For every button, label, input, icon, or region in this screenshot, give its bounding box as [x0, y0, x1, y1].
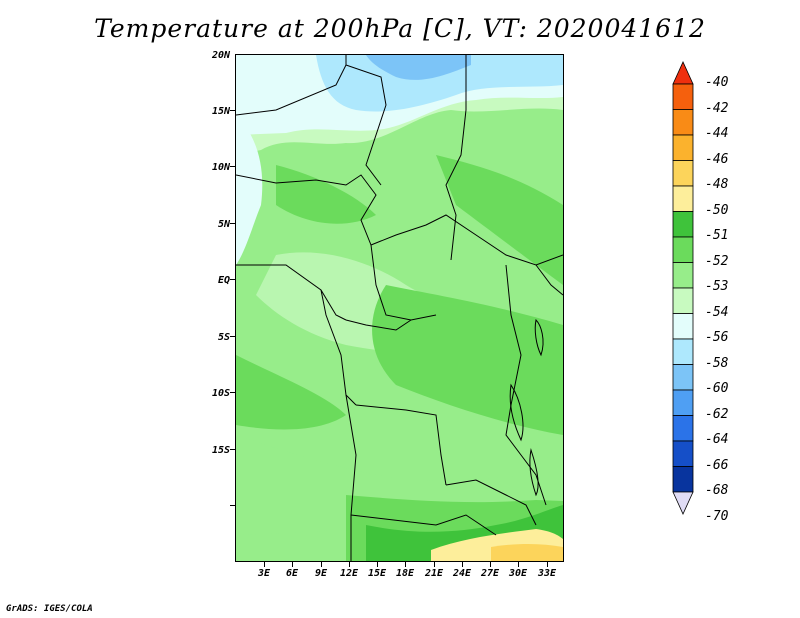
lat-tick	[230, 223, 235, 224]
colorbar-swatch	[672, 440, 694, 467]
contour-54-west	[236, 115, 263, 265]
lat-label-5n: 5N	[217, 219, 230, 230]
colorbar-label: -70	[705, 508, 729, 524]
colorbar-swatch	[672, 466, 694, 493]
colorbar-swatch	[672, 134, 694, 161]
colorbar-swatch	[672, 287, 694, 314]
colorbar-swatches	[672, 61, 694, 515]
colorbar-label: -44	[705, 126, 729, 141]
colorbar-swatch	[672, 262, 694, 289]
colorbar-swatch	[672, 338, 694, 365]
lat-label-10s: 10S	[211, 388, 230, 399]
contour-48-south	[491, 544, 563, 561]
lat-tick	[230, 279, 235, 280]
lon-label-33e: 33E	[537, 568, 557, 579]
colorbar-label: -60	[705, 381, 729, 396]
lon-tick	[405, 562, 406, 567]
lon-label-9e: 9E	[314, 568, 328, 579]
colorbar-label: -50	[705, 202, 729, 218]
colorbar-label: -56	[705, 330, 729, 345]
colorbar-swatch	[672, 236, 694, 263]
lat-tick	[230, 505, 235, 506]
colorbar-swatch	[672, 364, 694, 391]
colorbar-label: -51	[705, 228, 729, 243]
lon-label-15e: 15E	[367, 568, 387, 579]
lon-tick	[349, 562, 350, 567]
contour-52-east	[372, 285, 563, 435]
lat-label-20n: 20N	[211, 50, 230, 61]
lon-tick	[434, 562, 435, 567]
lat-label-5s: 5S	[217, 332, 230, 343]
lon-label-18e: 18E	[395, 568, 415, 579]
lon-label-6e: 6E	[285, 568, 299, 579]
lon-tick	[518, 562, 519, 567]
lat-tick	[230, 449, 235, 450]
colorbar-label: -58	[705, 355, 729, 371]
lon-tick	[264, 562, 265, 567]
lon-label-21e: 21E	[424, 568, 444, 579]
lon-label-3e: 3E	[257, 568, 271, 579]
colorbar-swatch	[672, 185, 694, 212]
lon-label-27e: 27E	[480, 568, 500, 579]
temperature-map	[235, 54, 564, 562]
lat-label-eq: EQ	[217, 275, 230, 286]
colorbar	[672, 60, 694, 560]
colorbar-swatch	[672, 389, 694, 416]
lon-tick	[377, 562, 378, 567]
lon-tick	[462, 562, 463, 567]
colorbar-swatch	[672, 83, 694, 110]
contour-52-sw	[236, 355, 346, 430]
lat-label-10n: 10N	[211, 162, 230, 173]
map-title: Temperature at 200hPa [C], VT: 202004161…	[94, 14, 706, 43]
colorbar-label: -53	[705, 279, 729, 294]
lon-tick	[292, 562, 293, 567]
lat-label-15s: 15S	[211, 445, 230, 456]
colorbar-label: -62	[705, 406, 729, 422]
lon-label-12e: 12E	[339, 568, 359, 579]
colorbar-swatch	[672, 160, 694, 187]
lake-outlines	[509, 318, 544, 497]
colorbar-swatch	[672, 109, 694, 136]
colorbar-swatch	[672, 415, 694, 442]
colorbar-label: -42	[705, 100, 729, 116]
colorbar-label: -68	[705, 483, 729, 498]
country-borders	[236, 55, 563, 561]
lon-label-24e: 24E	[452, 568, 472, 579]
contour-58-north	[316, 55, 563, 112]
colorbar-label: -46	[705, 151, 729, 167]
lon-label-30e: 30E	[508, 568, 528, 579]
grads-credit: GrADS: IGES/COLA	[6, 604, 93, 614]
lat-tick	[230, 392, 235, 393]
lat-tick	[230, 166, 235, 167]
contour-52-nw	[276, 165, 376, 224]
contour-52-ne	[436, 155, 563, 285]
colorbar-swatch-top	[672, 61, 694, 85]
colorbar-swatch	[672, 313, 694, 340]
colorbar-label: -54	[705, 304, 729, 320]
colorbar-swatch	[672, 211, 694, 238]
lat-tick	[230, 110, 235, 111]
lon-tick	[490, 562, 491, 567]
lat-tick	[230, 336, 235, 337]
colorbar-swatch-bottom	[672, 491, 694, 515]
colorbar-label: -52	[705, 253, 729, 269]
lon-tick	[547, 562, 548, 567]
lat-label-15n: 15N	[211, 106, 230, 117]
colorbar-label: -48	[705, 177, 729, 192]
colorbar-label: -66	[705, 457, 729, 473]
contour-60-north	[366, 55, 471, 80]
colorbar-label: -40	[705, 75, 729, 90]
lon-tick	[321, 562, 322, 567]
colorbar-label: -64	[705, 432, 729, 447]
